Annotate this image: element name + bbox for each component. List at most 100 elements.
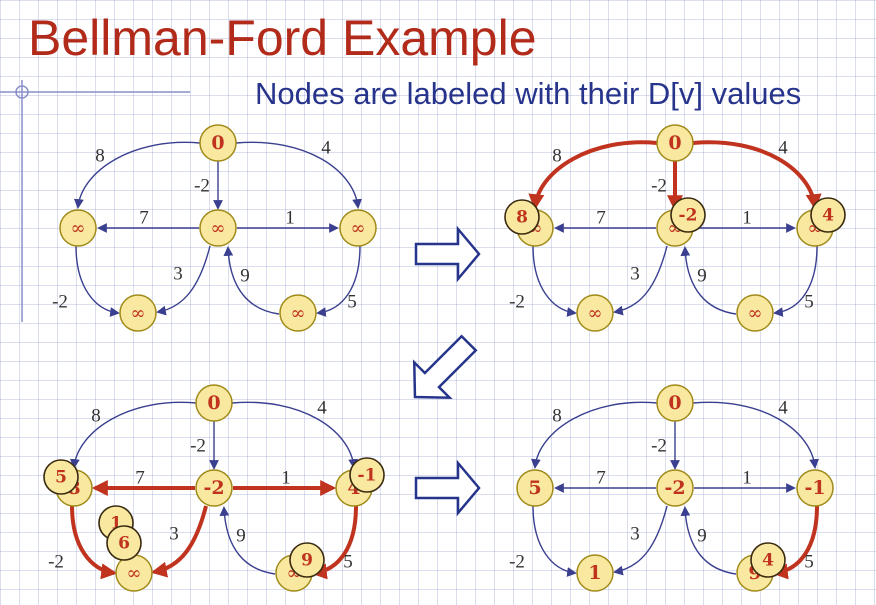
edge-e-b	[219, 506, 276, 575]
right-arrow-icon	[414, 459, 481, 517]
edge-e-b	[223, 246, 280, 315]
edge-a-d	[532, 245, 577, 317]
update-badge-value: -1	[358, 466, 377, 486]
edge-weight-label: 8	[95, 145, 105, 166]
edge-s-c	[231, 401, 359, 469]
node-d	[576, 554, 614, 592]
edge-s-a	[73, 141, 201, 209]
edge-weight-label: -2	[190, 435, 206, 456]
edge-weight-label: 4	[778, 397, 788, 418]
update-badge-a	[43, 459, 79, 495]
edge-a-d	[75, 245, 120, 317]
node-e-distance: ∞	[291, 303, 306, 324]
node-b-distance: -2	[203, 477, 224, 499]
edge-c-e	[773, 245, 818, 317]
node-c	[339, 209, 377, 247]
right-arrow-icon	[414, 225, 481, 283]
edge-s-a	[530, 401, 658, 469]
edge-weight-label: 5	[343, 551, 353, 572]
edge-c-e-relaxed	[771, 505, 819, 580]
update-badge-a	[504, 199, 540, 235]
update-badge-value: -2	[679, 206, 698, 226]
slide-subtitle: Nodes are labeled with their D[v] values	[255, 76, 802, 111]
update-badge-d	[106, 525, 142, 561]
node-c	[796, 469, 834, 507]
update-badge-c	[349, 457, 385, 493]
edge-b-d	[613, 245, 668, 316]
edge-weight-label: 9	[240, 265, 250, 286]
graph-frame-4: 8 -2 4 7 1 3 -2 9 5 0 5 -2 -1 1 9 4	[497, 375, 876, 605]
edge-weight-label: -2	[52, 291, 68, 312]
node-s-distance: 0	[668, 392, 681, 414]
edge-weight-label: 3	[630, 263, 640, 284]
node-b	[656, 469, 694, 507]
edge-weight-label: 1	[281, 467, 291, 488]
node-d-distance: 1	[588, 562, 601, 584]
edge-s-a-relaxed	[528, 140, 658, 211]
node-a-distance: ∞	[71, 218, 86, 239]
edge-s-c-relaxed	[692, 140, 822, 211]
edge-b-d	[613, 505, 668, 576]
edge-weight-label: 9	[697, 525, 707, 546]
update-badge-value: 4	[822, 206, 834, 226]
update-badge-c	[810, 197, 846, 233]
edge-s-c	[692, 401, 820, 469]
update-badge-value: 6	[118, 534, 130, 554]
node-e	[279, 294, 317, 332]
node-s	[656, 124, 694, 162]
edge-weight-label: 9	[236, 525, 246, 546]
edge-weight-label: -2	[509, 551, 525, 572]
graph-svg: 8 -2 4 7 1 3 -2 9 5 0 ∞ ∞ ∞ ∞ ∞	[52, 124, 377, 332]
edge-weight-label: 8	[91, 405, 101, 426]
node-a	[59, 209, 97, 247]
edge-weight-label: 7	[139, 207, 149, 228]
edge-weight-label: 5	[804, 291, 814, 312]
edge-weight-label: 7	[135, 467, 145, 488]
node-c-distance: ∞	[351, 218, 366, 239]
node-s	[195, 384, 233, 422]
edge-weight-label: -2	[194, 175, 210, 196]
node-s-distance: 0	[211, 132, 224, 154]
node-d	[119, 294, 157, 332]
edge-weight-label: 1	[742, 207, 752, 228]
update-badge-value: 1	[110, 514, 122, 534]
node-b	[199, 209, 237, 247]
node-e	[736, 294, 774, 332]
edge-weight-label: 3	[630, 523, 640, 544]
edge-b-d	[156, 245, 211, 316]
edge-weight-label: 3	[169, 523, 179, 544]
edge-e-b	[680, 506, 737, 575]
update-badge-value: 4	[762, 551, 774, 571]
edge-weight-label: 4	[778, 137, 788, 158]
edge-weight-label: 7	[596, 207, 606, 228]
node-d-distance: ∞	[588, 303, 603, 324]
edge-a-d	[532, 505, 577, 577]
edge-c-e-relaxed	[310, 505, 358, 580]
node-s	[656, 384, 694, 422]
edge-weight-label: 1	[285, 207, 295, 228]
edge-weight-label: 4	[321, 137, 331, 158]
graph-frame-1: 8 -2 4 7 1 3 -2 9 5 0 ∞ ∞ ∞ ∞ ∞	[40, 115, 440, 345]
node-e-distance: ∞	[748, 303, 763, 324]
update-badge-b	[670, 197, 706, 233]
node-s	[199, 124, 237, 162]
node-s-distance: 0	[207, 392, 220, 414]
node-a-distance: 5	[528, 477, 541, 499]
node-a	[516, 469, 554, 507]
edge-weight-label: 5	[804, 551, 814, 572]
edge-weight-label: 8	[552, 405, 562, 426]
edge-s-a	[69, 401, 197, 469]
edge-weight-label: 1	[742, 467, 752, 488]
update-badge-value: 8	[516, 208, 528, 228]
edge-weight-label: 5	[347, 291, 357, 312]
edge-weight-label: -2	[48, 551, 64, 572]
edge-weight-label: 4	[317, 397, 327, 418]
edge-s-c	[235, 141, 363, 209]
update-badge-e	[289, 542, 325, 578]
